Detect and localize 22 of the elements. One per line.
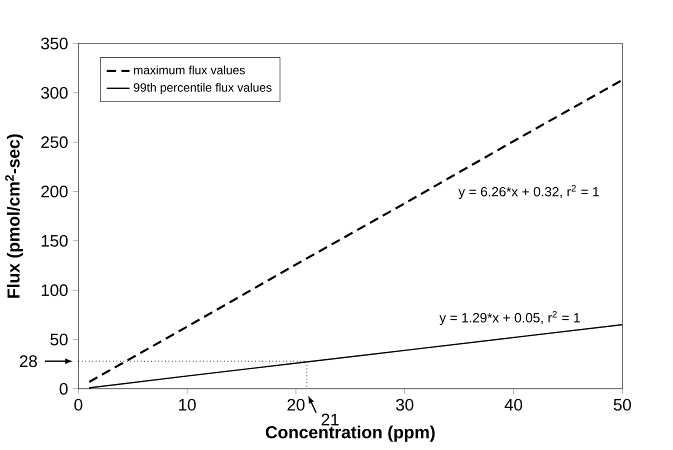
annotation: y = 1.29*x + 0.05, r$^{2}$ = 1 bbox=[439, 310, 580, 326]
y-tick-label: 350 bbox=[41, 38, 68, 50]
legend-label: 99th percentile flux values bbox=[134, 82, 272, 94]
x-tick-label: 20 bbox=[288, 398, 305, 411]
y-tick-label: 0 bbox=[60, 382, 68, 395]
y-tick-label: 50 bbox=[50, 334, 68, 346]
x-tick-label: 50 bbox=[614, 398, 631, 411]
legend-label: maximum flux values bbox=[134, 66, 245, 74]
y-axis-title: Flux (pmol/cm$^{2}$-sec) bbox=[5, 134, 24, 298]
y-tick-label: 200 bbox=[41, 186, 68, 198]
annotation: 21 bbox=[322, 414, 339, 426]
y-tick-label: 100 bbox=[42, 284, 68, 296]
x-tick-label: 30 bbox=[396, 398, 414, 411]
y-tick-label: 150 bbox=[42, 234, 68, 247]
y-tick-label: 300 bbox=[41, 86, 68, 99]
x-tick-label: 0 bbox=[74, 398, 82, 411]
x-tick-label: 10 bbox=[179, 398, 196, 411]
annotation: 28 bbox=[20, 355, 37, 368]
annotation: y = 6.26*x + 0.32, r$^{2}$ = 1 bbox=[458, 184, 599, 200]
x-tick-label: 40 bbox=[504, 398, 522, 411]
y-tick-label: 250 bbox=[41, 136, 68, 148]
x-axis-title: Concentration (ppm) bbox=[266, 426, 435, 442]
